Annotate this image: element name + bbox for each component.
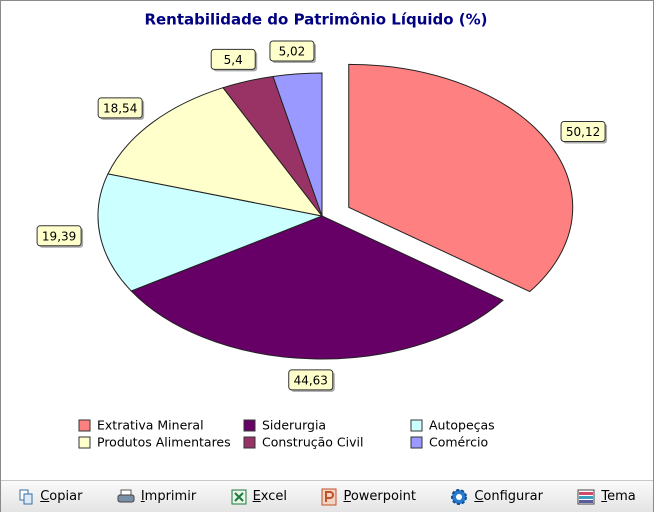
label-box — [560, 121, 606, 143]
pie-slice — [130, 215, 504, 360]
configure-button[interactable]: Configurar — [450, 488, 543, 506]
legend-label: Extrativa Mineral — [97, 418, 204, 433]
pie-slice — [272, 72, 323, 217]
label-box — [269, 40, 315, 62]
chart: Rentabilidade do Patrimônio Líquido (%) … — [36, 11, 608, 450]
data-label: 5,4 — [224, 53, 243, 67]
legend-swatch — [78, 436, 91, 449]
toolbar: Copiar Imprimir Excel Powerpoint Configu… — [1, 480, 653, 512]
button-label: Configurar — [474, 489, 543, 504]
pie-slice — [348, 63, 574, 293]
button-label: Powerpoint — [343, 489, 416, 504]
button-label: Tema — [601, 489, 636, 504]
theme-button[interactable]: Tema — [577, 489, 636, 505]
legend-swatch — [243, 419, 256, 432]
button-label: Excel — [252, 489, 288, 504]
data-label: 5,02 — [279, 45, 306, 59]
legend-label: Siderurgia — [262, 418, 326, 433]
print-button[interactable]: Imprimir — [117, 489, 196, 505]
legend-label: Autopeças — [429, 418, 495, 433]
label-box — [288, 369, 334, 391]
label-box — [97, 97, 143, 119]
pie-slice — [107, 87, 324, 217]
legend-label: Produtos Alimentares — [97, 435, 231, 450]
button-label: Imprimir — [140, 489, 197, 504]
legend-label: Comércio — [429, 435, 488, 450]
legend-label: Construção Civil — [262, 435, 363, 450]
button-label: Copiar — [40, 489, 83, 504]
data-label: 18,54 — [103, 101, 137, 115]
pie-slice — [97, 173, 324, 292]
data-label: 50,12 — [566, 125, 600, 139]
legend-swatch — [410, 436, 423, 449]
data-label: 19,39 — [42, 229, 76, 243]
legend-swatch — [243, 436, 256, 449]
label-box — [36, 225, 82, 247]
excel-button[interactable]: Excel — [231, 489, 287, 505]
legend-swatch — [410, 419, 423, 432]
copy-button[interactable]: Copiar — [18, 489, 82, 505]
legend-swatch — [78, 419, 91, 432]
data-label: 44,63 — [294, 373, 328, 387]
powerpoint-button[interactable]: Powerpoint — [321, 488, 416, 506]
label-box — [210, 48, 256, 70]
chart-title: Rentabilidade do Patrimônio Líquido (%) — [144, 11, 487, 29]
